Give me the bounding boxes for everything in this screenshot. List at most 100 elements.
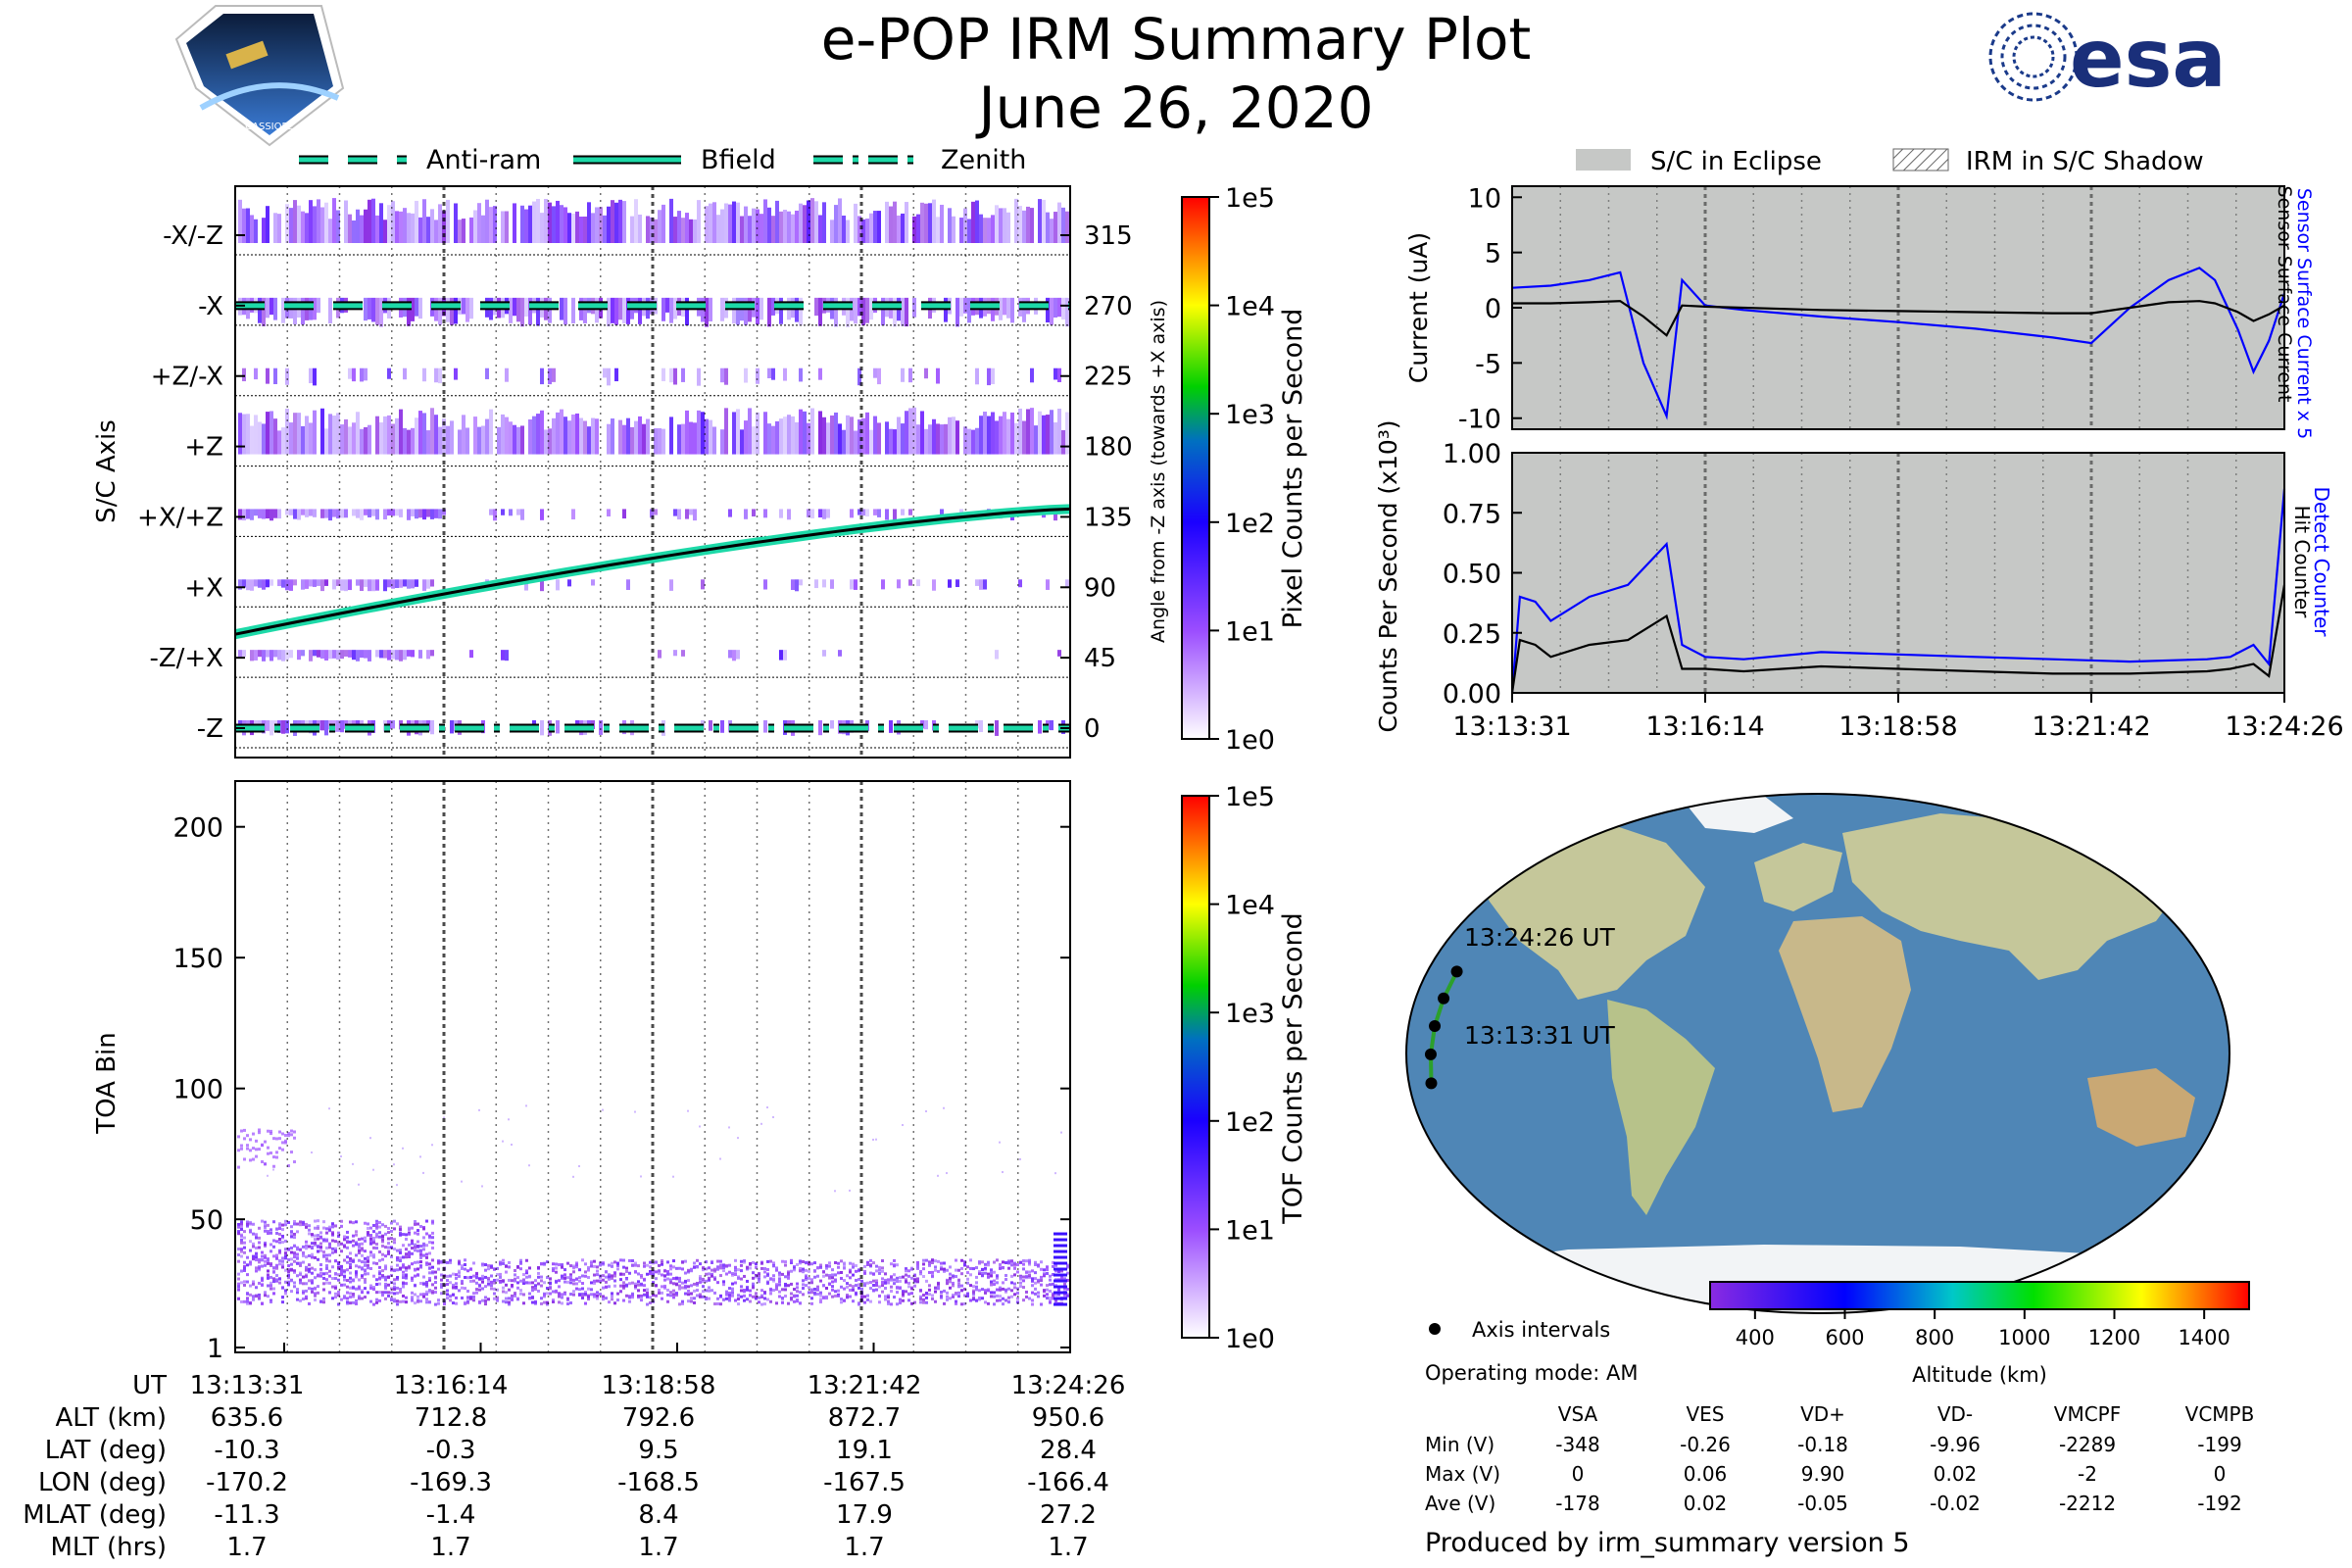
tof-cell [772,1288,775,1292]
pixel-cell [548,202,552,243]
tof-cell [1054,1297,1067,1300]
ephemeris-cell: 13:18:58 [602,1371,716,1400]
tof-cell [1025,1276,1028,1280]
pixel-cell [967,428,971,455]
cassiope-logo-text: CASSIOPE [245,122,294,132]
tof-cell [928,1284,931,1288]
pixel-cell [916,579,920,587]
pixel-cell [987,218,991,243]
tof-cell [393,1292,396,1296]
ephemeris-cell: -169.3 [410,1468,492,1497]
tof-cell [755,1275,758,1279]
tof-cell [546,1260,549,1264]
tof-cell [387,1226,390,1230]
tof-cell [496,1273,499,1277]
pixel-cell [532,201,536,243]
pixel-cell [395,417,399,455]
tof-cell [893,1296,896,1299]
voltage-cell: -2 [2078,1462,2097,1486]
tof-cell [943,1267,946,1271]
tof-cell [249,1158,252,1162]
tof-cell [449,1281,452,1285]
pixel-cell [834,205,838,243]
pixel-cell [399,409,403,455]
pixel-cell [571,213,575,243]
tof-cell [258,1246,261,1250]
pixel-cell [607,509,611,516]
pixel-cell [724,408,728,455]
tof-cell [934,1290,937,1294]
tof-cell [466,1276,469,1280]
tof-cell [252,1254,255,1258]
pixel-cell [336,413,340,455]
tof-cell [393,1219,396,1223]
tof-cell [455,1301,458,1305]
pixel-cell [873,368,877,378]
tof-cell [596,1294,599,1298]
tof-cell [425,1284,428,1288]
pixel-cell [963,297,967,314]
tof-cell [1019,1275,1022,1279]
tof-cell [1013,1273,1016,1277]
pixel-cell [901,213,905,243]
tof-cell [710,1268,713,1272]
tof-cell [305,1273,308,1277]
tof-cell [411,1242,414,1246]
pixel-cell [991,215,995,243]
tof-cell [622,1272,625,1276]
tof-cell [666,1293,669,1297]
ephemeris-row-label: LAT (deg) [45,1436,167,1465]
pixel-cell [787,509,791,520]
pixel-cell [814,201,818,243]
tof-cell [431,1144,433,1147]
tof-cell [896,1291,899,1295]
tof-cell [966,1265,969,1269]
pixel-cell [967,297,971,323]
pixel-cell [689,219,693,243]
pixel-cell [693,422,697,455]
tof-cell [916,1280,919,1284]
tof-cell [1054,1269,1057,1273]
pixel-cell [622,424,626,455]
tof-cell [1013,1286,1016,1290]
tof-cell [687,1285,690,1289]
pixel-cell [540,368,544,385]
tof-cell [661,1273,663,1277]
tof-cell [778,1290,781,1294]
tof-cell [840,1271,843,1275]
tof-cell [778,1280,781,1284]
pixel-cell [912,216,916,243]
tof-cell [287,1164,290,1168]
tof-cell [322,1220,325,1224]
tof-cell [264,1294,267,1298]
tof-cell [799,1259,802,1263]
pixel-cell [791,579,795,591]
tof-cell [290,1257,293,1261]
tof-cell [428,1234,431,1238]
pixel-cell [391,650,395,660]
tof-cell [590,1293,593,1297]
pixel-cell [799,203,803,243]
tof-cell [1028,1260,1031,1264]
pixel-cell [1003,412,1006,455]
tof-cell [240,1147,243,1151]
tof-cell [302,1251,305,1255]
pixel-cell [861,509,865,516]
pixel-cell [858,216,861,243]
tof-cell [631,1294,634,1298]
pixel-cell [450,297,454,325]
tof-cell [237,1272,240,1276]
tof-cell [1046,1271,1049,1275]
tof-cell [367,1272,369,1276]
tof-cell [687,1268,690,1272]
tof-cell [346,1297,349,1300]
tof-cell [893,1278,896,1282]
pixel-cell [242,579,246,588]
pixel-cell [1022,420,1026,455]
tof-cell [325,1239,328,1243]
tof-cell [619,1278,622,1282]
tof-cell [484,1285,487,1289]
tof-cell [646,1302,649,1306]
pixel-cell [387,415,391,455]
tof-cell [387,1275,390,1279]
